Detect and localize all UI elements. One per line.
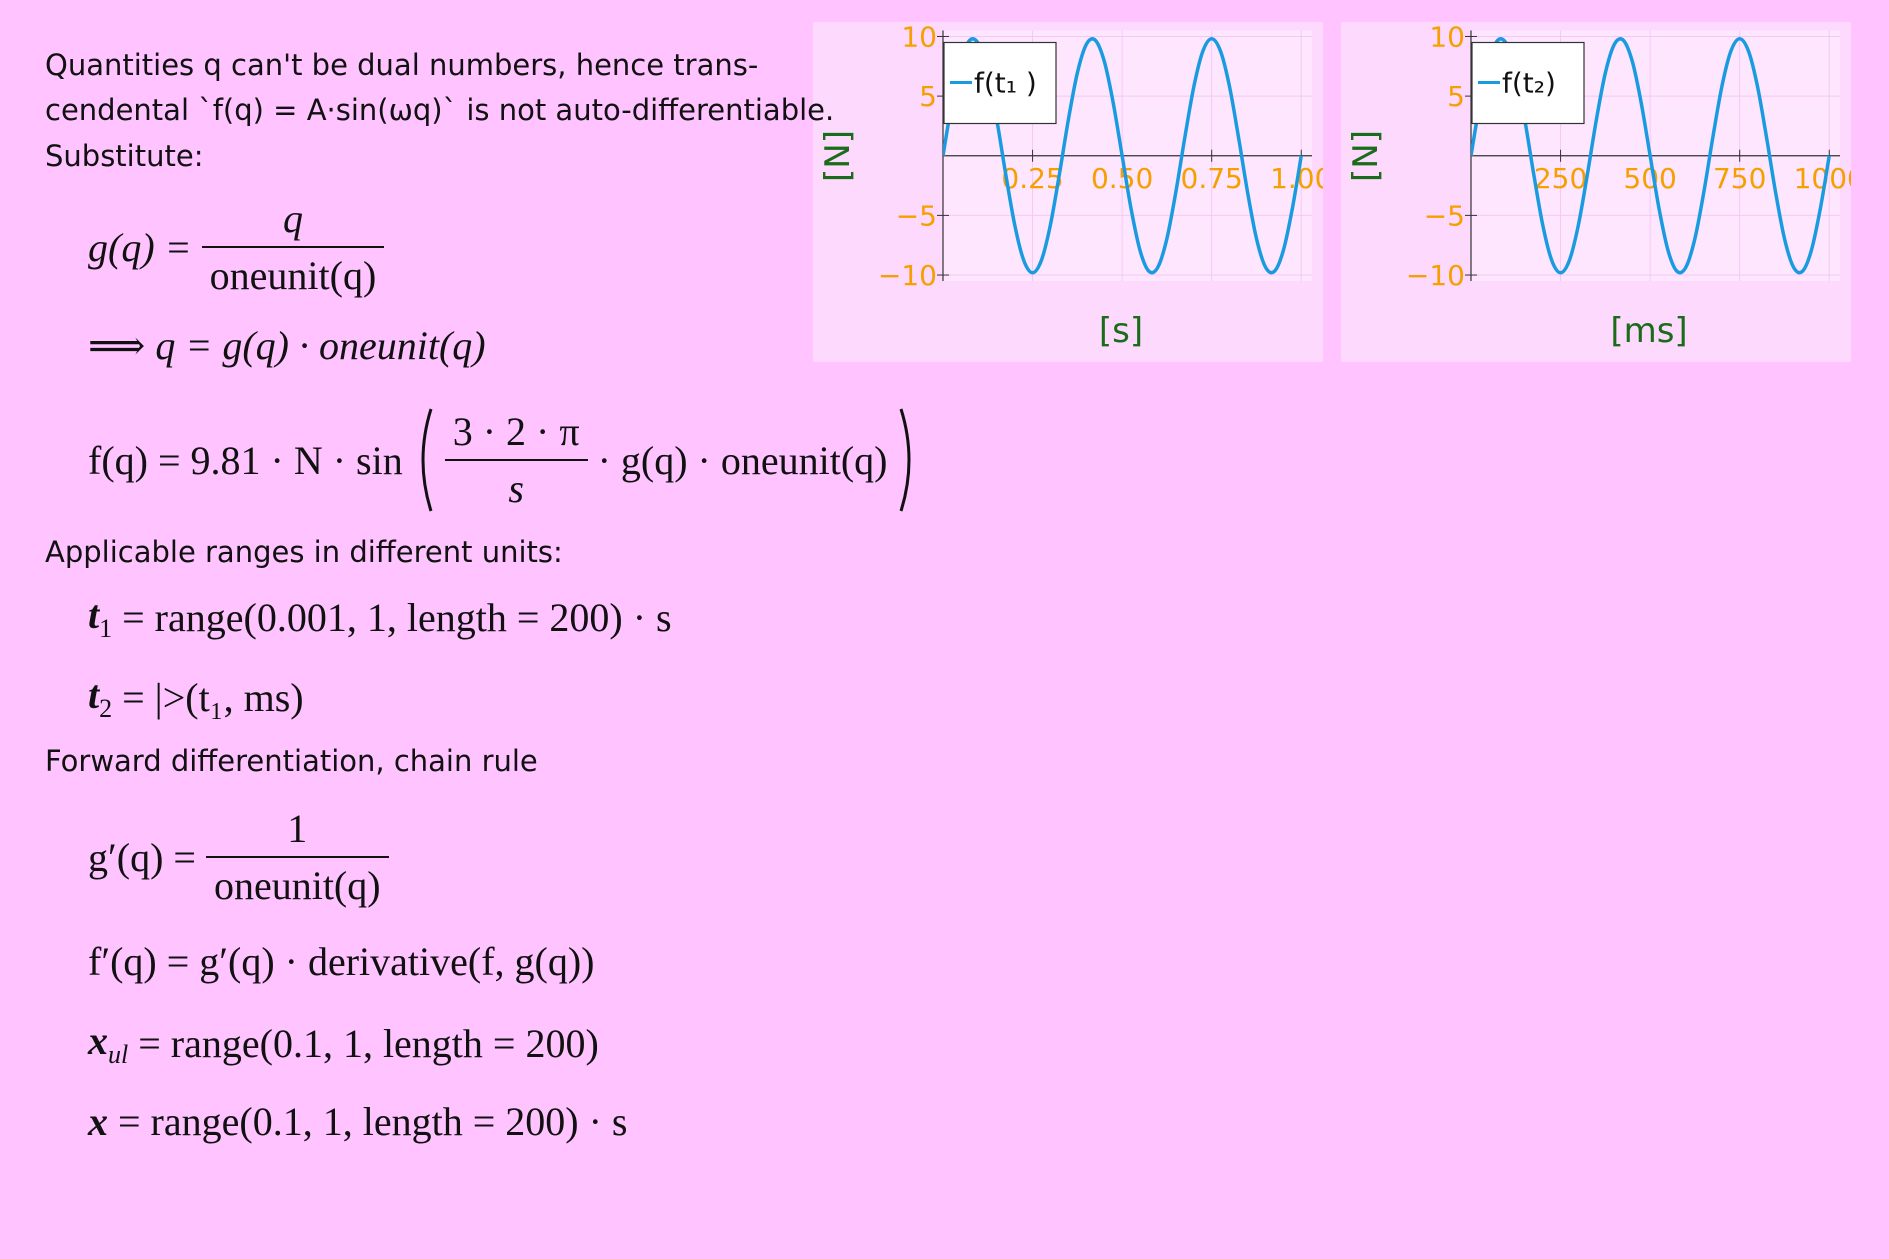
numerator: q (282, 196, 303, 241)
paragraph: cendental `f(q) = A·sin(ωq)` is not auto… (45, 93, 835, 127)
equation: t1 = range(0.001, 1, length = 200) · s (88, 591, 672, 644)
subscript: ul (108, 1040, 129, 1069)
eq-lhs: f(q) = 9.81 · N · sin (88, 437, 403, 483)
eq-lhs: g(q) = (88, 224, 192, 270)
equation: g(q) = q oneunit(q) (88, 195, 385, 299)
eq-rest: · g(q) · oneunit(q) (597, 437, 888, 483)
legend-label: f(t₂) (1502, 67, 1556, 100)
variable: x (88, 1018, 108, 1063)
subscript: 2 (99, 694, 113, 723)
paragraph: Substitute: (45, 139, 204, 173)
x-tick-label: 500 (1623, 162, 1676, 195)
eq-text: f′(q) = g′(q) · derivative(f, g(q)) (88, 939, 595, 984)
y-tick-label: 10 (1429, 22, 1465, 53)
fraction: 1 oneunit(q) (205, 805, 389, 909)
x-tick-label: 0.50 (1091, 162, 1153, 195)
fraction: q oneunit(q) (201, 195, 385, 299)
y-tick-label: 5 (919, 80, 937, 113)
eq-rhs: = range(0.1, 1, length = 200) (138, 1021, 599, 1066)
subscript: 1 (99, 614, 113, 643)
legend-label: f(t₁ ) (974, 67, 1037, 100)
y-tick-label: −5 (1424, 199, 1465, 232)
paragraph: Quantities q can't be dual numbers, henc… (45, 48, 759, 82)
y-tick-label: −5 (896, 199, 937, 232)
eq-text: ⟹ q = g(q) · oneunit(q) (88, 323, 486, 368)
x-axis-label: [ms] (1610, 311, 1687, 351)
heading: Forward differentiation, chain rule (45, 744, 538, 778)
heading: Applicable ranges in different units: (45, 535, 563, 569)
paren-left (421, 408, 433, 512)
y-tick-label: −10 (878, 259, 937, 292)
variable: x (88, 1099, 108, 1144)
variable: t (88, 672, 100, 717)
equation: f′(q) = g′(q) · derivative(f, g(q)) (88, 938, 595, 985)
y-axis-label: [N] (1346, 130, 1386, 182)
denominator: oneunit(q) (201, 246, 385, 299)
eq-var: t2 (88, 671, 112, 724)
paren-right (900, 408, 911, 512)
x-tick-label: 750 (1713, 162, 1766, 195)
eq-rhs: = |>(t₁, ms) (122, 675, 304, 720)
eq-var: xul (88, 1017, 128, 1070)
denominator: oneunit(q) (205, 856, 389, 909)
x-tick-label: 250 (1534, 162, 1587, 195)
equation: x = range(0.1, 1, length = 200) · s (88, 1098, 627, 1145)
denominator: s (444, 459, 588, 512)
equation: xul = range(0.1, 1, length = 200) (88, 1017, 599, 1070)
equation: ⟹ q = g(q) · oneunit(q) (88, 322, 486, 369)
eq-rhs: = range(0.1, 1, length = 200) · s (118, 1099, 628, 1144)
equation: g′(q) = 1 oneunit(q) (88, 805, 389, 909)
y-tick-label: 10 (901, 22, 937, 53)
series-line (943, 36, 1303, 275)
equation: f(q) = 9.81 · N · sin 3 · 2 · π s · g(q) … (88, 405, 919, 515)
eq-lhs: g′(q) = (88, 834, 196, 880)
equation: t2 = |>(t₁, ms) (88, 671, 304, 724)
fraction: 3 · 2 · π s (444, 408, 588, 512)
variable: t (88, 592, 100, 637)
eq-rhs: = range(0.001, 1, length = 200) · s (122, 595, 672, 640)
x-tick-label: 0.75 (1181, 162, 1243, 195)
x-axis-label: [s] (1099, 311, 1143, 351)
numerator: 1 (287, 806, 308, 851)
series-line (1471, 36, 1831, 275)
eq-var: t1 (88, 591, 112, 644)
y-tick-label: −10 (1406, 259, 1465, 292)
numerator: 3 · 2 · π (452, 409, 580, 454)
y-axis-label: [N] (818, 130, 858, 182)
x-tick-label: 0.25 (1001, 162, 1063, 195)
y-tick-label: 5 (1447, 80, 1465, 113)
